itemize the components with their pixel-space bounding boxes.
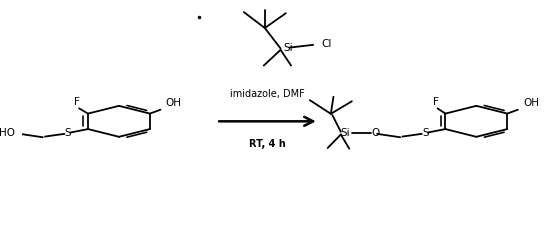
Text: HO: HO bbox=[0, 128, 15, 138]
Text: Cl: Cl bbox=[321, 39, 332, 49]
Text: Si: Si bbox=[340, 128, 350, 138]
Text: F: F bbox=[73, 97, 79, 107]
Text: F: F bbox=[433, 97, 439, 107]
Text: O: O bbox=[372, 128, 380, 138]
Text: imidazole, DMF: imidazole, DMF bbox=[230, 89, 305, 99]
Text: OH: OH bbox=[523, 98, 539, 108]
Text: RT, 4 h: RT, 4 h bbox=[249, 139, 286, 149]
Text: OH: OH bbox=[165, 98, 182, 108]
Text: S: S bbox=[65, 128, 71, 138]
Text: S: S bbox=[422, 128, 429, 138]
Text: Si: Si bbox=[283, 44, 293, 54]
